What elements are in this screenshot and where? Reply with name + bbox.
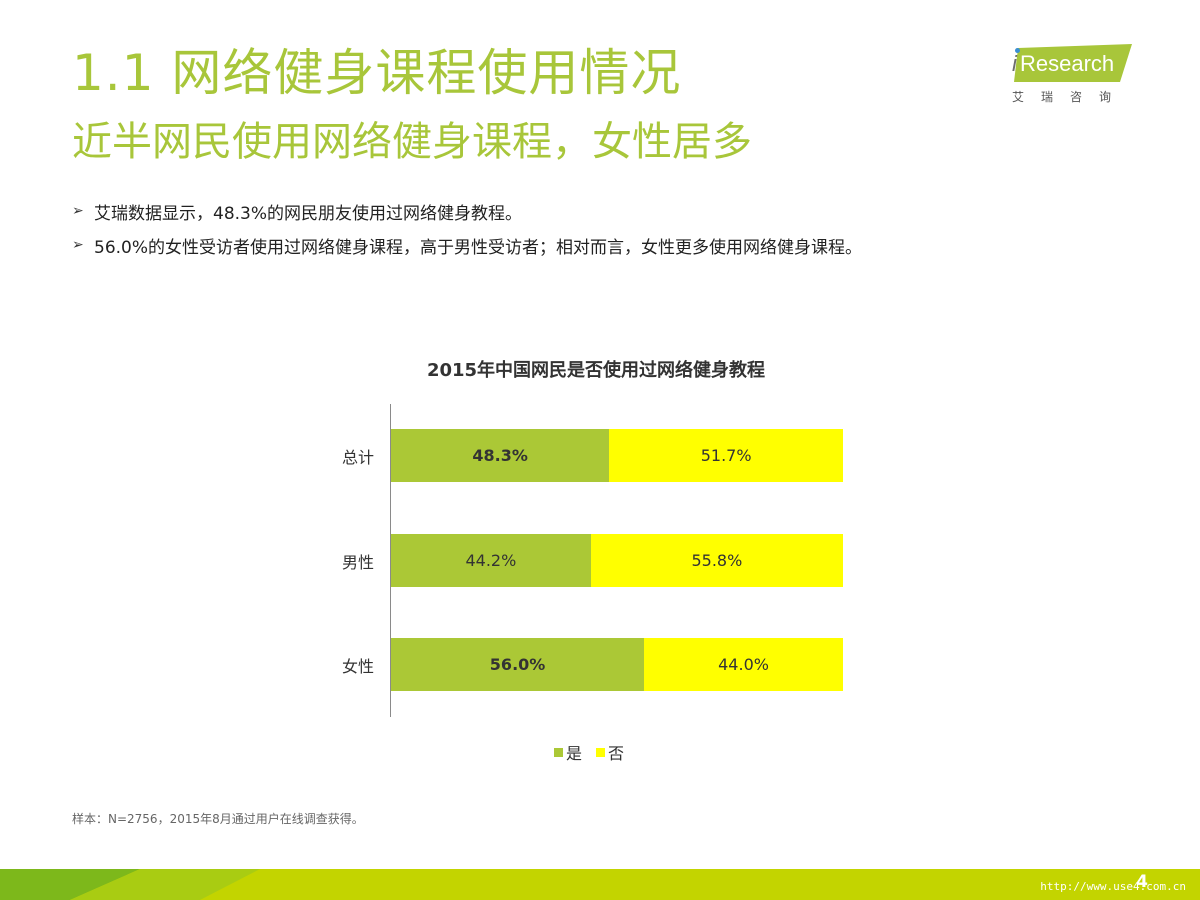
bar-value-label: 48.3% xyxy=(472,446,528,465)
page-title: 1.1 网络健身课程使用情况 xyxy=(72,44,682,102)
page-number: 4 xyxy=(1136,872,1148,892)
bar-value-label: 51.7% xyxy=(700,446,752,465)
legend-swatch-yes xyxy=(554,747,563,757)
sample-note: 样本：N=2756，2015年8月通过用户在线调查获得。 xyxy=(72,812,364,826)
arrow-bullet-icon: ➢ xyxy=(72,203,84,219)
watermark: http://www.use4.com.cn xyxy=(1040,880,1186,893)
legend-label-no: 否 xyxy=(608,744,625,763)
logo-chinese-name: 艾瑞咨询 xyxy=(1012,90,1129,104)
bullet-text: 艾瑞数据显示，48.3%的网民朋友使用过网络健身教程。 xyxy=(94,203,523,224)
iresearch-logo: i Research 艾瑞咨询 xyxy=(1006,44,1136,106)
bar-segment-yes: 48.3% xyxy=(391,429,610,482)
legend-item-no: 否 xyxy=(596,740,624,764)
bar-segment-no: 44.0% xyxy=(644,638,843,691)
arrow-bullet-icon: ➢ xyxy=(72,237,84,253)
logo-dot-icon xyxy=(1015,48,1020,53)
bar-value-label: 44.2% xyxy=(465,551,517,570)
bullet-list: ➢ 艾瑞数据显示，48.3%的网民朋友使用过网络健身教程。 ➢ 56.0%的女性… xyxy=(72,194,862,262)
category-label: 总计 xyxy=(341,448,374,467)
bar-segment-yes: 44.2% xyxy=(391,534,591,587)
bar-value-label: 56.0% xyxy=(489,655,546,674)
page-subtitle: 近半网民使用网络健身课程，女性居多 xyxy=(72,119,752,165)
legend-item-yes: 是 xyxy=(554,740,582,764)
logo-wordmark: Research xyxy=(1020,51,1115,76)
category-label: 女性 xyxy=(341,657,374,676)
bar-value-label: 44.0% xyxy=(718,655,769,674)
legend-swatch-no xyxy=(596,747,606,757)
bar-segment-no: 51.7% xyxy=(609,429,843,482)
bullet-text: 56.0%的女性受访者使用过网络健身课程，高于男性受访者；相对而言，女性更多使用… xyxy=(94,237,863,258)
legend-label-yes: 是 xyxy=(566,744,583,763)
logo-i: i xyxy=(1012,51,1017,76)
bar-value-label: 55.8% xyxy=(691,551,743,570)
category-label: 男性 xyxy=(341,553,374,572)
footer-bar xyxy=(0,869,1200,900)
bar-segment-yes: 56.0% xyxy=(391,638,645,691)
chart-y-axis xyxy=(390,404,391,717)
bar-segment-no: 55.8% xyxy=(590,534,843,587)
bullet-item: ➢ 艾瑞数据显示，48.3%的网民朋友使用过网络健身教程。 xyxy=(72,194,862,228)
chart-title: 2015年中国网民是否使用过网络健身教程 xyxy=(426,360,766,381)
logo-banner-shape xyxy=(1014,44,1132,82)
bullet-item: ➢ 56.0%的女性受访者使用过网络健身课程，高于男性受访者；相对而言，女性更多… xyxy=(72,228,862,262)
chart-legend: 是 否 xyxy=(554,740,638,764)
